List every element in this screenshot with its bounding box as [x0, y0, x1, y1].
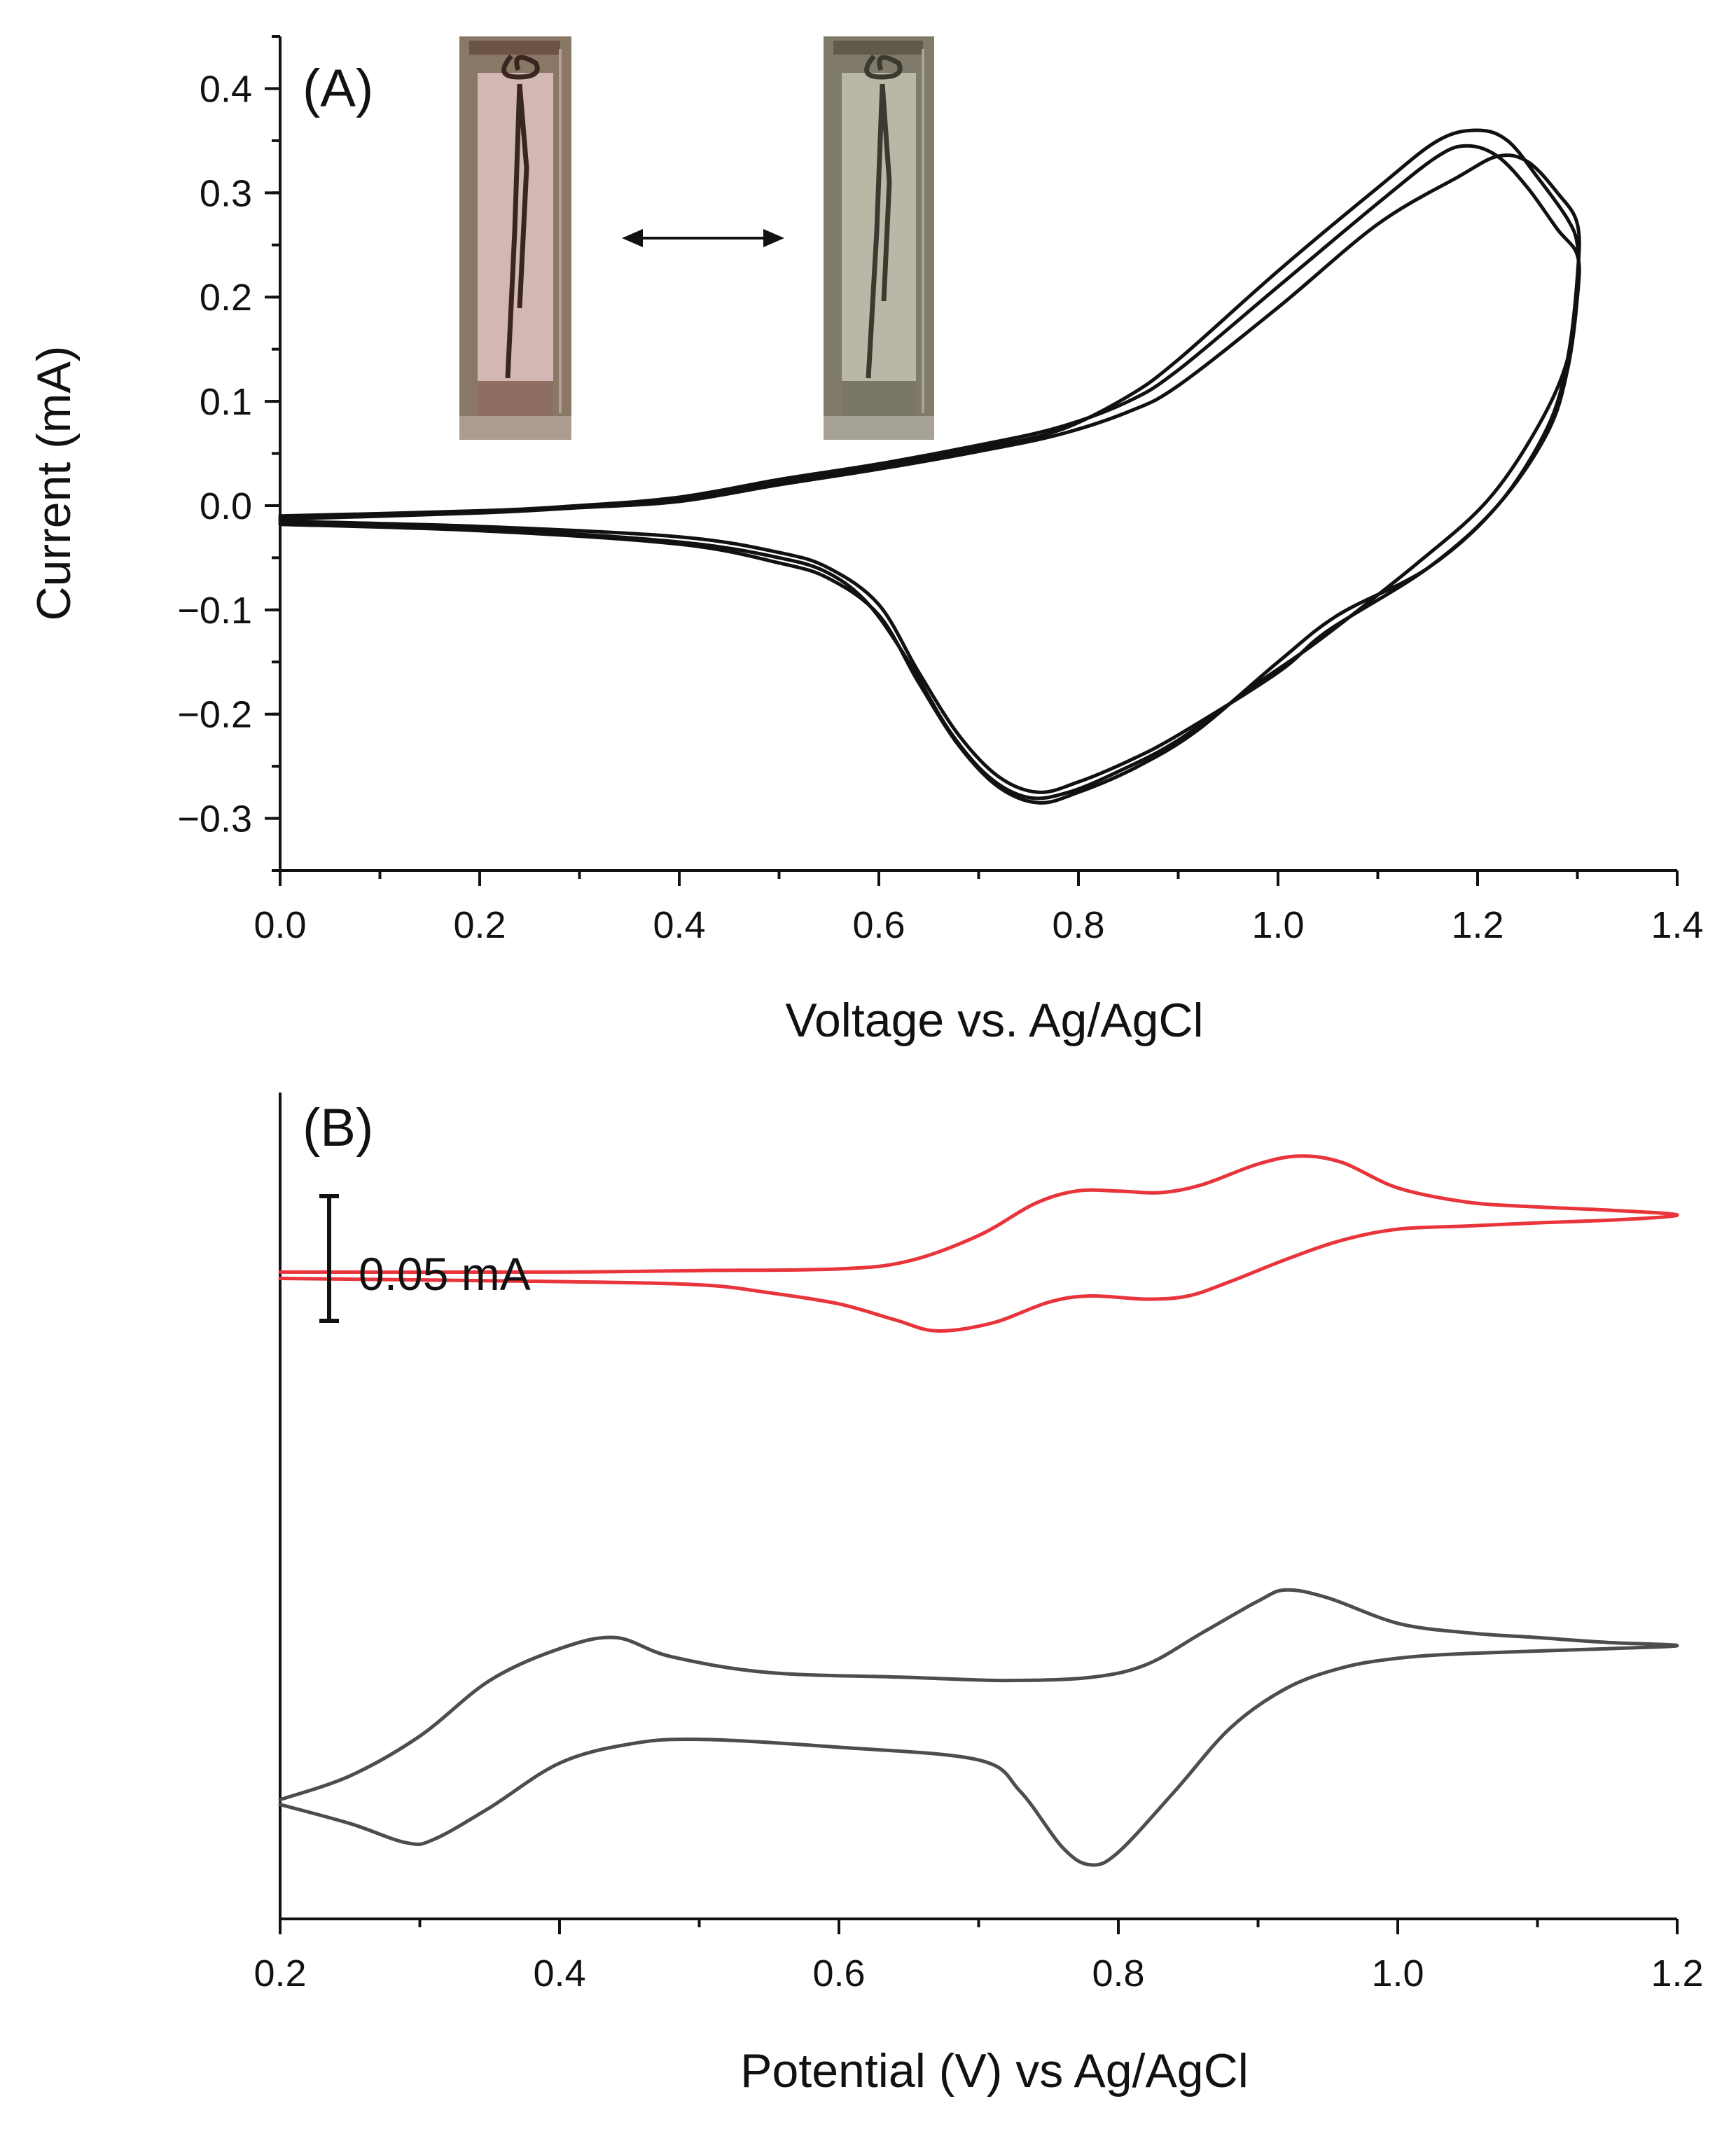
panel-a-y-tick-label: −0.2 [177, 694, 252, 736]
panel-b-ticks: 0.2 0.4 0.6 0.8 1.0 1.2 [254, 1919, 1704, 1995]
panel-a-x-tick-label: 0.8 [1052, 904, 1104, 946]
panel-a-y-tick-label: −0.3 [177, 798, 252, 840]
panel-b-label: (B) [303, 1098, 373, 1158]
panel-a-y-tick-label: 0.4 [200, 68, 252, 110]
panel-b-axes [279, 1093, 1677, 1920]
panel-b-cv-curve-2 [278, 1588, 1679, 1867]
panel-b-x-tick-label: 0.8 [1092, 1953, 1144, 1995]
panel-a-x-tick-label: 0.2 [453, 904, 506, 946]
panel-a-curves [278, 128, 1581, 805]
panel-a-x-axis-title: Voltage vs. Ag/AgCl [785, 994, 1203, 1047]
double-arrow-icon [622, 229, 784, 247]
panel-a-ticks: 0.0 0.2 0.4 0.6 0.8 1.0 1.2 1.4 −0.3 −0.2 −0.1 0.0 0… [177, 35, 1704, 946]
panel-b-x-tick-label: 0.2 [254, 1953, 306, 1995]
panel-a-x-tick-label: 0.6 [852, 904, 905, 946]
panel-a-y-tick-label: 0.0 [200, 485, 252, 527]
scale-bar-label: 0.05 mA [359, 1248, 531, 1300]
panel-a-x-tick-label: 1.0 [1251, 904, 1304, 946]
panel-a-cv-curve-3 [278, 153, 1581, 805]
panel-b-x-axis-title: Potential (V) vs Ag/AgCl [740, 2044, 1249, 2097]
cuvette-photo-reduced [459, 36, 571, 440]
panel-a-x-tick-label: 1.4 [1651, 904, 1703, 946]
panel-b-curves [278, 1154, 1679, 1867]
panel-a-chart: 0.0 0.2 0.4 0.6 0.8 1.0 1.2 1.4 −0.3 −0.2 −0.1 0.0 0… [27, 35, 1704, 1047]
panel-b-x-tick-label: 1.0 [1371, 1953, 1424, 1995]
cuvette-photo-oxidized [824, 36, 934, 440]
panel-a-y-tick-label: 0.2 [200, 277, 252, 319]
panel-a-x-tick-label: 0.0 [254, 904, 306, 946]
panel-a-x-tick-label: 1.2 [1451, 904, 1504, 946]
panel-a-y-axis-title: Current (mA) [27, 346, 81, 621]
panel-b-cv-curve-1 [278, 1154, 1679, 1333]
panel-a-y-tick-label: 0.1 [200, 381, 252, 423]
panel-a-x-tick-label: 0.4 [653, 904, 705, 946]
panel-b-chart: 0.2 0.4 0.6 0.8 1.0 1.2 (B) 0.05 mA Potential… [254, 1093, 1704, 2097]
panel-b-x-tick-label: 1.2 [1651, 1953, 1703, 1995]
panel-b-x-tick-label: 0.4 [533, 1953, 585, 1995]
panel-a-label: (A) [303, 59, 373, 118]
panel-b-x-tick-label: 0.6 [812, 1953, 865, 1995]
scale-bar: 0.05 mA [319, 1194, 531, 1323]
panel-a-y-tick-label: 0.3 [200, 172, 252, 214]
panel-a-y-tick-label: −0.1 [177, 590, 252, 632]
